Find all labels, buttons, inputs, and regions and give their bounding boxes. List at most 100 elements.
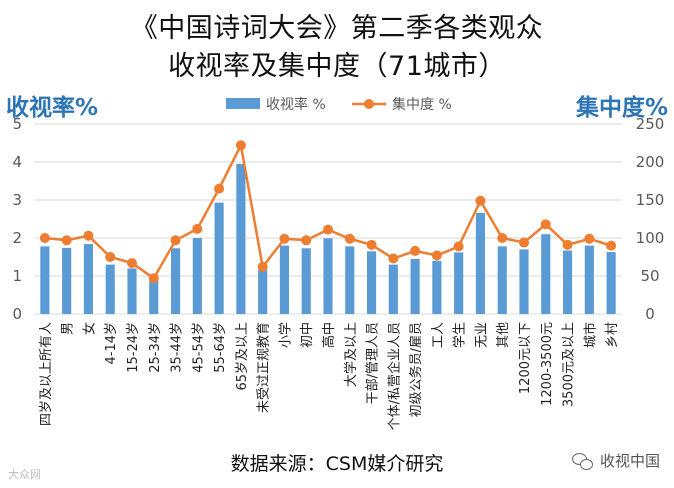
line-point [519, 237, 529, 248]
line-point [366, 239, 377, 250]
legend-line-label: 集中度 % [392, 96, 452, 113]
line-point [61, 235, 72, 246]
bar [301, 248, 311, 314]
line-point [301, 235, 312, 246]
x-tick-label: 女 [81, 322, 97, 335]
line-point [410, 245, 421, 256]
y-right-tick-label: 150 [636, 191, 665, 209]
bar [192, 238, 202, 314]
line-point [344, 233, 355, 244]
bar [388, 264, 398, 314]
data-source-note: 数据来源：CSM媒介研究 [230, 453, 444, 475]
x-tick-label: 个体/私营企业人员 [386, 322, 402, 430]
line-point [170, 235, 181, 246]
x-tick-label: 大学及以上 [343, 322, 359, 387]
y-right-tick-label: 200 [636, 153, 665, 171]
watermark-left: 大众网 [8, 468, 41, 481]
bar [345, 246, 355, 314]
line-point [235, 140, 246, 151]
bar [279, 245, 290, 314]
x-tick-label: 其他 [496, 322, 511, 348]
y-right-tick-label: 0 [645, 305, 655, 323]
y-left-tick-label: 1 [12, 267, 22, 285]
x-tick-label: 15-24岁 [126, 322, 141, 373]
x-tick-label: 小学 [277, 322, 293, 348]
x-tick-label: 城市 [582, 322, 598, 348]
x-tick-label: 乡村 [605, 322, 620, 348]
y-right-tick-label: 50 [640, 267, 659, 285]
x-tick-label: 初级公务员/雇员 [408, 322, 424, 417]
x-tick-label: 四岁及以上所有人 [39, 322, 54, 426]
line-point [257, 261, 268, 272]
bar [541, 234, 551, 314]
bar [149, 280, 159, 314]
bar [366, 251, 377, 314]
right-axis-title: 集中度% [575, 95, 668, 121]
line-point [584, 233, 595, 244]
bar [497, 246, 507, 314]
legend-bar-label: 收视率 % [266, 96, 326, 113]
x-tick-label: 男 [61, 322, 76, 335]
x-tick-label: 4-14岁 [104, 322, 119, 365]
line-point [540, 219, 551, 230]
line-point [105, 252, 116, 262]
y-right-tick-label: 100 [636, 229, 665, 247]
bar [454, 252, 464, 314]
x-tick-label: 35-44岁 [170, 322, 185, 373]
bar [519, 249, 529, 314]
x-tick-label: 干部/管理人员 [366, 322, 381, 404]
line-point [453, 241, 464, 252]
line-point [323, 224, 333, 235]
x-tick-label: 初中 [300, 322, 315, 348]
line-point [475, 195, 486, 206]
line-point [127, 258, 137, 269]
x-tick-label: 工人 [431, 322, 446, 348]
x-tick-label: 25-34岁 [148, 322, 163, 373]
bar [323, 238, 333, 314]
line-point [214, 183, 225, 194]
bar [410, 258, 420, 314]
line-point [388, 253, 399, 264]
bar [432, 260, 442, 314]
x-tick-label: 1200-3500元 [540, 322, 555, 406]
bar [475, 212, 486, 314]
line-point [39, 233, 50, 243]
bar [62, 247, 72, 314]
y-left-tick-label: 4 [12, 153, 22, 171]
line-point [497, 233, 508, 243]
bar [40, 246, 50, 314]
line-point [83, 230, 94, 241]
watermark-right: 收视中国 [571, 450, 660, 471]
y-left-tick-label: 0 [12, 305, 22, 323]
chart-title-line1: 《中国诗词大会》第二季各类观众 [130, 13, 544, 44]
x-tick-label: 1200元以下 [518, 322, 533, 394]
bar [584, 245, 594, 314]
line-point [148, 273, 159, 284]
bar [236, 163, 246, 314]
line-point [606, 240, 617, 251]
line-point [562, 239, 573, 250]
bar [170, 248, 181, 314]
bar [606, 252, 616, 314]
x-tick-label: 学生 [452, 322, 468, 348]
x-tick-label: 未受过正规教育 [256, 322, 272, 413]
bar [127, 268, 137, 314]
line-point [431, 250, 442, 261]
x-tick-label: 55-64岁 [213, 322, 228, 373]
x-tick-label: 高中 [321, 322, 337, 348]
bar [562, 250, 573, 314]
x-tick-label: 无业 [474, 322, 489, 348]
chart-title-line2: 收视率及集中度（71城市） [168, 51, 506, 82]
bar [214, 202, 224, 314]
legend-line-marker [364, 99, 374, 109]
bar [258, 269, 268, 314]
bar [83, 244, 94, 314]
legend-bar-swatch [226, 98, 260, 109]
left-axis-title: 收视率% [6, 95, 99, 121]
y-left-tick-label: 3 [12, 191, 22, 209]
y-left-tick-label: 2 [12, 229, 22, 247]
bar [105, 264, 115, 314]
line-point [279, 233, 290, 244]
x-tick-label: 45-54岁 [191, 322, 206, 373]
